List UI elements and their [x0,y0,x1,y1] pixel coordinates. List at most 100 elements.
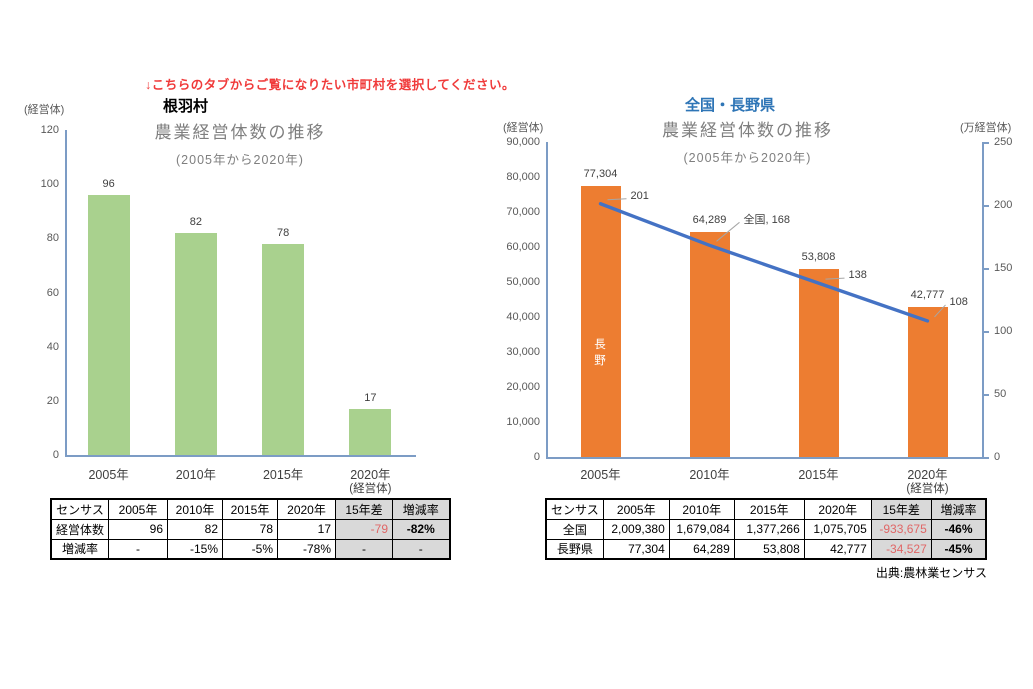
right-chart-left-tick-70000: 70,000 [506,206,540,218]
right-chart-right-tick-200: 200 [994,199,1013,211]
right-chart-left-tick-20000: 20,000 [506,381,540,393]
cell-1: 96 [108,518,169,540]
header-cell-1: 2005年 [108,498,169,520]
right-chart-left-y-axis [546,142,548,459]
x-label-2010年: 2010年 [175,468,217,482]
bar-value-2020年: 17 [364,391,377,404]
national-nagano-data-table: センサス 2005年 2010年 2015年 2020年 15年差 増減率 全国 2,009,3… [545,498,988,560]
cell-6: - [392,538,451,560]
right-chart-left-tick-40000: 40,000 [506,311,540,323]
nagano-in-bar-label: 長 野 [594,339,607,367]
x-unit-note: (経営体) [349,483,392,495]
bar-value-2015年: 78 [277,226,290,239]
bar-value-2015年: 53,808 [801,250,836,263]
left-y-tick-120: 120 [40,124,59,136]
neba-data-table: センサス 2005年 2010年 2015年 2020年 15年差 増減率 経営体数 96 82 7… [50,498,451,560]
cell-2: 1,679,084 [668,518,735,540]
left-y-axis-line [65,130,67,457]
cell-3: -5% [222,538,279,560]
x-label-2015年: 2015年 [262,468,304,482]
right-chart-left-tick-10000: 10,000 [506,416,540,428]
left-x-axis-line [65,455,416,457]
header-cell-0: センサス [545,498,604,520]
line-value-2020年: 108 [949,295,968,308]
cell-6: -46% [930,518,987,540]
right-chart-right-tick-100: 100 [994,325,1013,337]
tab-selection-instruction: ↓こちらのタブからご覧になりたい市町村を選択してください。 [145,78,516,92]
right-axis-tickmark-250 [984,142,989,144]
cell-5: - [335,538,394,560]
table-header-row: センサス 2005年 2010年 2015年 2020年 15年差 増減率 [545,498,987,520]
cell-0: 増減率 [50,538,110,560]
source-note: 出典:農林業センサス [875,566,987,580]
bar-value-2005年: 96 [102,178,115,190]
bar-value-2010年: 64,289 [692,213,727,226]
bar-2005年 [580,186,621,457]
bar-2015年 [798,268,839,457]
cell-1: 2,009,380 [602,518,670,540]
header-cell-5: 15年差 [335,498,394,520]
cell-6: -82% [392,518,451,540]
bar-2020年 [907,307,948,457]
right-axis-tickmark-0 [984,457,989,459]
cell-5: -79 [335,518,394,540]
right-chart-right-tick-250: 250 [994,136,1013,148]
cell-3: 1,377,266 [733,518,805,540]
cell-1: 77,304 [602,538,670,560]
header-cell-1: 2005年 [602,498,670,520]
left-chart-title: 農業経営体数の推移 [154,123,326,142]
line-value-2005年: 201 [630,189,649,202]
right-axis-tickmark-100 [984,331,989,333]
table-row-1: 長野県 77,304 64,289 53,808 42,777 -34,527 -45% [545,538,987,560]
right-axis-tickmark-150 [984,268,989,270]
line-value-2010年: 全国, 168 [743,214,790,227]
cell-5: -933,675 [870,518,932,540]
cell-2: -15% [167,538,224,560]
bar-value-2005年: 77,304 [583,168,618,181]
x-label-2005年: 2005年 [580,468,621,482]
header-cell-4: 2020年 [803,498,872,520]
right-axis-tickmark-50 [984,394,989,396]
right-chart-left-tick-30000: 30,000 [506,346,540,358]
right-chart-y-unit-right-label: (万経営体) [960,122,1012,134]
right-chart-left-tick-50000: 50,000 [506,276,540,288]
right-chart-left-tick-90000: 90,000 [506,136,540,148]
bar-2015年 [262,243,305,455]
right-chart-x-axis [546,457,984,459]
right-chart-right-y-axis [982,142,984,459]
x-unit-note: (経営体) [906,483,949,495]
left-chart-y-unit-label: (経営体) [24,104,65,116]
x-label-2020年: 2020年 [907,468,948,482]
x-label-2005年: 2005年 [88,468,129,482]
right-chart-left-tick-80000: 80,000 [506,171,540,183]
right-chart-right-tick-50: 50 [994,388,1007,400]
cell-4: -78% [277,538,337,560]
cell-3: 78 [222,518,279,540]
cell-0: 経営体数 [50,518,110,540]
table-row-1: 増減率 - -15% -5% -78% - - [50,538,451,560]
right-chart-y-unit-left-label: (経営体) [503,122,544,134]
cell-0: 全国 [545,518,604,540]
right-chart-right-tick-0: 0 [994,451,1001,463]
header-cell-2: 2010年 [167,498,224,520]
bar-2005年 [87,195,130,455]
bar-value-2010年: 82 [189,215,202,228]
header-cell-4: 2020年 [277,498,337,520]
cell-2: 82 [167,518,224,540]
cell-5: -34,527 [870,538,932,560]
cell-4: 42,777 [803,538,872,560]
cell-2: 64,289 [668,538,735,560]
header-cell-6: 増減率 [392,498,451,520]
header-cell-2: 2010年 [668,498,735,520]
right-chart-title: 農業経営体数の推移 [662,121,833,140]
header-cell-6: 増減率 [930,498,987,520]
x-label-2020年: 2020年 [350,468,391,482]
right-chart-region-label: 全国・長野県 [684,97,775,114]
left-y-tick-80: 80 [46,232,59,245]
x-label-2010年: 2010年 [689,468,730,482]
header-cell-3: 2015年 [733,498,805,520]
header-cell-0: センサス [50,498,110,520]
left-y-tick-100: 100 [40,178,59,191]
